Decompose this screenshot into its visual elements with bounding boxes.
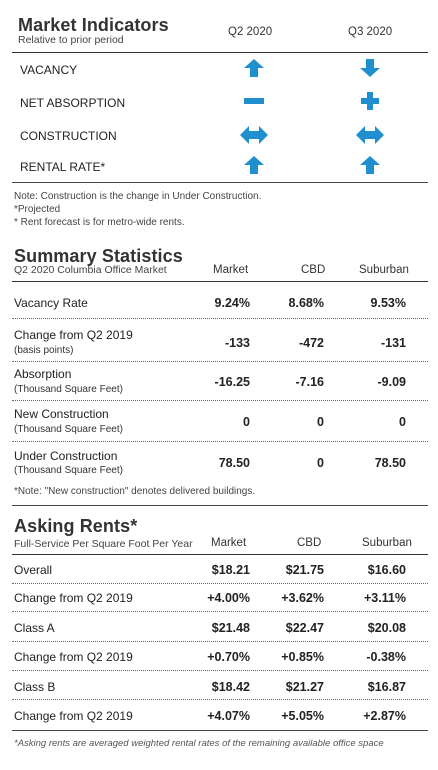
rent-value-market: $18.21 — [211, 563, 250, 577]
rent-value-suburban: $20.08 — [367, 621, 406, 635]
summary-note: *Note: "New construction" denotes delive… — [14, 486, 256, 497]
divider — [12, 611, 428, 612]
rent-value-cbd: $22.47 — [285, 621, 324, 635]
left-right-arrow-icon — [356, 126, 384, 144]
stat-sublabel: (Thousand Square Feet) — [14, 424, 123, 435]
divider — [12, 730, 428, 731]
col-market: Market — [211, 537, 247, 549]
stat-label: New Construction — [14, 407, 109, 421]
rent-label: Overall — [14, 563, 53, 577]
stat-value-cbd: -7.16 — [295, 375, 325, 389]
rent-value-suburban: -0.38% — [366, 650, 406, 664]
divider — [12, 182, 428, 183]
stat-value-cbd: 8.68% — [288, 296, 324, 310]
rent-value-market: +4.07% — [207, 709, 250, 723]
divider — [12, 52, 428, 53]
market-indicators-subtitle: Relative to prior period — [18, 34, 124, 46]
divider — [12, 641, 428, 642]
up-arrow-icon — [244, 59, 264, 77]
divider — [12, 670, 428, 671]
stat-value-market: 78.50 — [218, 456, 250, 470]
left-right-arrow-icon — [240, 126, 268, 144]
stat-sublabel: (Thousand Square Feet) — [14, 384, 123, 395]
divider — [12, 505, 428, 506]
col-suburban: Suburban — [362, 537, 412, 549]
note-projected: *Projected — [14, 204, 61, 215]
divider — [12, 699, 428, 700]
down-arrow-icon — [360, 59, 380, 77]
summary-statistics-title: Summary Statistics — [14, 246, 183, 266]
summary-statistics-subtitle: Q2 2020 Columbia Office Market — [14, 264, 167, 276]
stat-sublabel: (basis points) — [14, 345, 74, 356]
stat-sublabel: (Thousand Square Feet) — [14, 465, 123, 476]
divider — [12, 318, 428, 319]
stat-label: Vacancy Rate — [14, 296, 88, 310]
col-cbd: CBD — [297, 537, 322, 549]
stat-value-suburban: 0 — [399, 415, 406, 429]
rent-value-suburban: $16.60 — [367, 563, 406, 577]
note-construction: Note: Construction is the change in Unde… — [14, 191, 262, 202]
stat-label: Change from Q2 2019 — [14, 328, 133, 342]
up-arrow-icon — [360, 156, 380, 174]
rent-value-market: $18.42 — [211, 680, 250, 694]
asking-rents-title: Asking Rents* — [14, 516, 138, 536]
indicator-label-construction: CONSTRUCTION — [20, 129, 117, 143]
rent-value-market: $21.48 — [211, 621, 250, 635]
rent-value-cbd: $21.75 — [285, 563, 324, 577]
stat-value-suburban: -9.09 — [377, 375, 407, 389]
asking-rents-note: *Asking rents are averaged weighted rent… — [14, 738, 384, 749]
indicator-label-rental-rate: RENTAL RATE* — [20, 160, 106, 174]
divider — [12, 441, 428, 442]
rent-label: Change from Q2 2019 — [14, 591, 133, 605]
rent-value-cbd: +5.05% — [281, 709, 324, 723]
rent-label: Change from Q2 2019 — [14, 650, 133, 664]
stat-value-suburban: -131 — [380, 336, 406, 350]
stat-value-cbd: -472 — [298, 336, 324, 350]
divider — [12, 361, 428, 362]
stat-value-market: 9.24% — [214, 296, 250, 310]
stat-value-cbd: 0 — [317, 415, 324, 429]
plus-icon — [361, 92, 379, 110]
up-arrow-icon — [244, 156, 264, 174]
stat-value-cbd: 0 — [317, 456, 324, 470]
indicator-label-vacancy: VACANCY — [20, 63, 78, 77]
rent-value-suburban: $16.87 — [367, 680, 406, 694]
asking-rents-subtitle: Full-Service Per Square Foot Per Year — [14, 538, 193, 550]
divider — [12, 583, 428, 584]
minus-icon — [244, 98, 264, 104]
stat-value-market: -133 — [224, 336, 250, 350]
col-q2-2020: Q2 2020 — [228, 26, 273, 38]
indicator-label-net-absorption: NET ABSORPTION — [20, 96, 126, 110]
col-suburban: Suburban — [359, 264, 409, 276]
rent-label: Class A — [14, 621, 55, 635]
market-indicators-title: Market Indicators — [18, 15, 169, 35]
stat-value-market: -16.25 — [214, 375, 250, 389]
rent-value-cbd: $21.27 — [285, 680, 324, 694]
rent-label: Change from Q2 2019 — [14, 709, 133, 723]
rent-value-suburban: +3.11% — [363, 591, 406, 605]
rent-value-cbd: +3.62% — [281, 591, 324, 605]
stat-label: Under Construction — [14, 449, 118, 463]
col-cbd: CBD — [301, 264, 326, 276]
col-q3-2020: Q3 2020 — [348, 26, 393, 38]
rent-value-market: +4.00% — [207, 591, 250, 605]
rent-value-suburban: +2.87% — [363, 709, 406, 723]
stat-value-suburban: 9.53% — [370, 296, 406, 310]
rent-label: Class B — [14, 680, 56, 694]
divider — [12, 281, 428, 282]
rent-value-cbd: +0.85% — [281, 650, 324, 664]
stat-value-suburban: 78.50 — [374, 456, 406, 470]
stat-value-market: 0 — [243, 415, 250, 429]
divider — [12, 554, 428, 555]
rent-value-market: +0.70% — [207, 650, 250, 664]
stat-label: Absorption — [14, 367, 72, 381]
divider — [12, 400, 428, 401]
note-rent-forecast: * Rent forecast is for metro-wide rents. — [14, 217, 185, 228]
col-market: Market — [213, 264, 249, 276]
